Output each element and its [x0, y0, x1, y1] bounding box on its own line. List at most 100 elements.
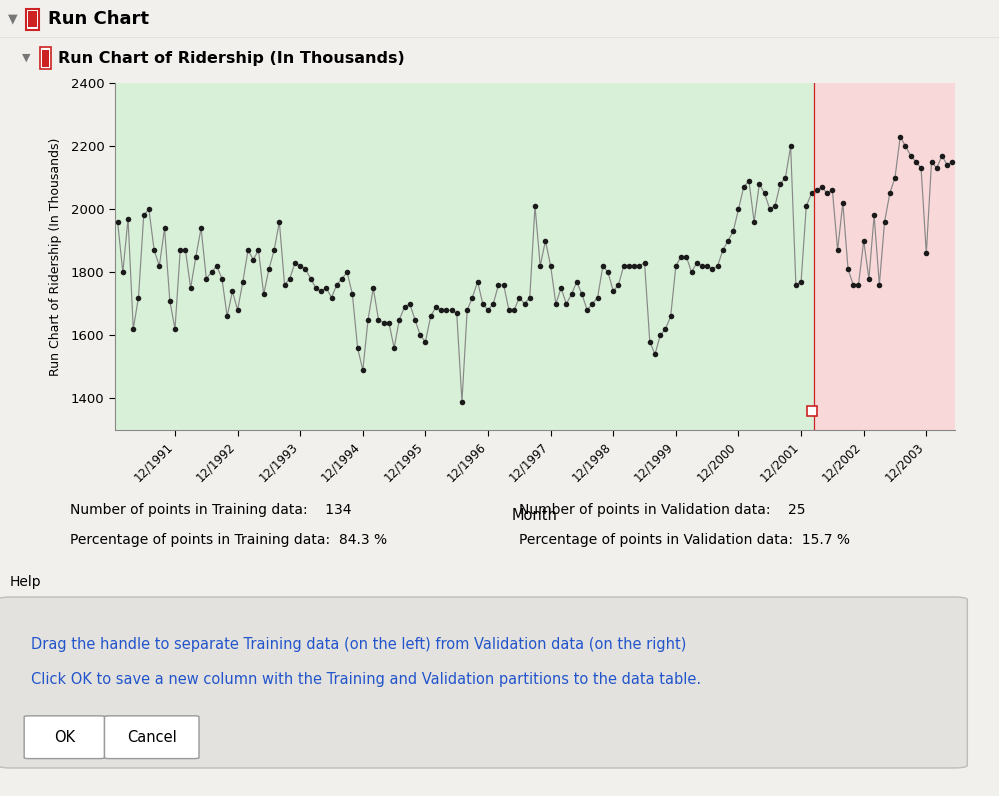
Point [537, 234, 553, 247]
Point [423, 310, 439, 323]
Point [434, 304, 450, 317]
Point [673, 250, 689, 263]
Text: Cancel: Cancel [127, 730, 177, 745]
Point [683, 266, 699, 279]
Point [652, 329, 668, 341]
Point [798, 200, 814, 213]
Point [845, 279, 861, 291]
Point [615, 259, 631, 272]
Point [647, 348, 663, 361]
Point [308, 282, 324, 295]
Point [929, 162, 945, 174]
Point [324, 291, 340, 304]
Point [819, 187, 835, 200]
Point [767, 200, 783, 213]
Point [725, 225, 741, 238]
Point [131, 291, 147, 304]
FancyBboxPatch shape [40, 47, 51, 69]
Point [631, 259, 647, 272]
Text: Drag the handle to separate Training data (on the left) from Validation data (on: Drag the handle to separate Training dat… [31, 638, 686, 653]
Point [903, 149, 919, 162]
Point [225, 285, 241, 298]
Point [715, 244, 731, 256]
Point [350, 341, 366, 354]
Point [376, 316, 392, 329]
Point [553, 282, 569, 295]
Point [777, 171, 793, 184]
Point [167, 322, 183, 335]
Point [204, 266, 220, 279]
Point [626, 259, 642, 272]
Point [313, 285, 329, 298]
Point [266, 244, 282, 256]
FancyBboxPatch shape [28, 11, 37, 27]
Point [793, 275, 809, 288]
Point [235, 275, 251, 288]
Point [610, 279, 626, 291]
Point [110, 216, 126, 228]
Point [506, 304, 522, 317]
Point [500, 304, 516, 317]
Point [735, 181, 751, 193]
Text: Percentage of points in Training data:  84.3 %: Percentage of points in Training data: 8… [70, 533, 387, 547]
Point [481, 304, 497, 317]
Point [605, 285, 621, 298]
Point [850, 279, 866, 291]
Point [746, 216, 762, 228]
Point [460, 304, 476, 317]
Point [402, 298, 418, 310]
Point [397, 301, 413, 314]
Point [589, 291, 605, 304]
Point [360, 313, 376, 326]
Point [516, 298, 532, 310]
Point [183, 282, 199, 295]
Point [803, 187, 819, 200]
Point [230, 304, 246, 317]
Point [475, 298, 491, 310]
Point [678, 250, 694, 263]
Point [762, 203, 778, 216]
Point [449, 307, 465, 320]
Point [444, 304, 460, 317]
Point [272, 216, 288, 228]
Point [662, 310, 678, 323]
Point [282, 272, 298, 285]
Point [240, 244, 256, 256]
Point [496, 279, 511, 291]
Point [251, 244, 267, 256]
Point [303, 272, 319, 285]
Point [125, 322, 141, 335]
Bar [115, 83, 814, 430]
Point [641, 335, 657, 348]
Text: Help: Help [10, 575, 42, 589]
Point [840, 263, 856, 275]
Point [334, 272, 350, 285]
Point [657, 322, 673, 335]
Text: Run Chart of Ridership (In Thousands): Run Chart of Ridership (In Thousands) [58, 50, 405, 65]
Point [835, 197, 851, 209]
Point [918, 247, 934, 259]
Point [141, 203, 157, 216]
Point [413, 329, 429, 341]
Point [209, 259, 225, 272]
Text: Click OK to save a new column with the Training and Validation partitions to the: Click OK to save a new column with the T… [31, 672, 701, 687]
Point [709, 259, 725, 272]
Point [563, 288, 579, 301]
Text: Month: Month [512, 508, 557, 522]
Point [887, 171, 903, 184]
Point [579, 304, 595, 317]
Point [751, 178, 767, 190]
Point [486, 298, 501, 310]
Text: Number of points in Validation data:    25: Number of points in Validation data: 25 [519, 503, 806, 517]
Point [277, 279, 293, 291]
Point [172, 244, 188, 256]
Point [908, 155, 924, 168]
Text: Percentage of points in Validation data:  15.7 %: Percentage of points in Validation data:… [519, 533, 850, 547]
Point [381, 316, 397, 329]
Point [162, 295, 178, 307]
Text: ▼: ▼ [22, 53, 31, 63]
Text: Number of points in Training data:    134: Number of points in Training data: 134 [70, 503, 352, 517]
Point [136, 209, 152, 222]
Point [782, 140, 798, 153]
FancyBboxPatch shape [42, 49, 49, 67]
